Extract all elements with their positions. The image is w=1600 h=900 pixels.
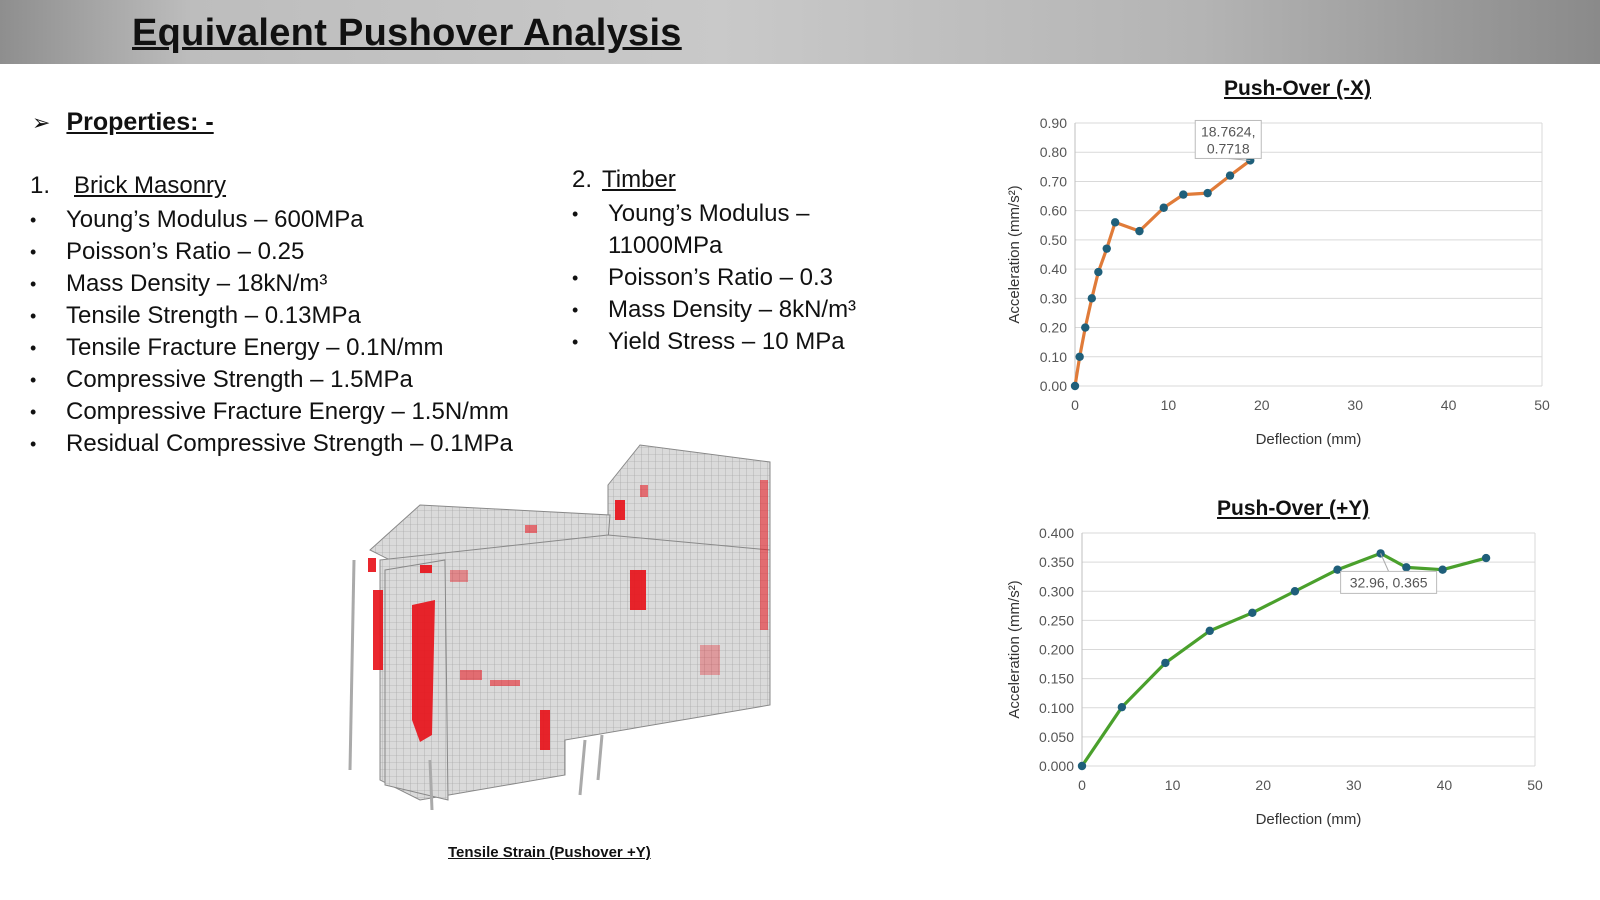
callout-label: 0.7718: [1207, 140, 1250, 156]
list-item: Poisson’s Ratio – 0.25: [30, 236, 513, 268]
data-point: [1081, 323, 1090, 332]
y-tick-label: 0.70: [1040, 173, 1067, 189]
data-point: [1077, 761, 1087, 771]
data-point: [1094, 267, 1103, 277]
list-item: Mass Density – 18kN/m³: [30, 268, 513, 300]
y-tick-label: 0.400: [1039, 525, 1074, 541]
y-tick-label: 0.150: [1039, 671, 1074, 687]
data-point: [1135, 226, 1144, 236]
property-list: Young’s Modulus – 11000MPa Poisson’s Rat…: [572, 198, 878, 358]
y-tick-label: 0.100: [1039, 700, 1074, 716]
y-tick-label: 0.250: [1039, 612, 1074, 628]
x-tick-label: 20: [1255, 777, 1271, 793]
list-item: Mass Density – 8kN/m³: [572, 294, 878, 326]
x-axis-label: Deflection (mm): [1256, 431, 1362, 448]
title-bar: Equivalent Pushover Analysis: [0, 0, 1600, 64]
pushover-y-chart: 0.000 0.050 0.100 0.150 0.200 0.250 0.300 0.350…: [1006, 525, 1543, 828]
data-point: [1102, 244, 1111, 253]
x-axis-label: Deflection (mm): [1256, 811, 1362, 828]
group-number: 2.: [572, 166, 593, 193]
data-point: [1481, 553, 1491, 563]
group-name: Brick Masonry: [74, 172, 227, 199]
y-tick-label: 0.00: [1040, 378, 1067, 394]
list-item: Compressive Strength – 1.5MPa: [30, 364, 513, 396]
data-point: [1205, 626, 1214, 636]
y-axis-label: Acceleration (mm/s²): [1006, 185, 1023, 323]
callout-label: 18.7624,: [1201, 123, 1256, 139]
pushover-x-chart: 0.00 0.10 0.20 0.30 0.40 0.50 0.60 0.70 0.80 0.90…: [1006, 115, 1550, 448]
page-title: Equivalent Pushover Analysis: [132, 12, 682, 54]
chart-title: Push-Over (-X): [1224, 77, 1372, 100]
data-point: [1225, 171, 1235, 180]
x-tick-label: 50: [1527, 777, 1543, 793]
y-tick-label: 0.000: [1039, 758, 1074, 774]
list-item: Young’s Modulus – 600MPa: [30, 204, 513, 236]
y-tick-label: 0.60: [1040, 203, 1067, 219]
list-item: Young’s Modulus – 11000MPa: [572, 198, 878, 262]
strain-patches: [368, 480, 768, 750]
properties-heading: ➢ Properties: -: [32, 108, 214, 137]
x-tick-label: 10: [1165, 777, 1181, 793]
x-tick-label: 0: [1071, 397, 1079, 413]
data-point: [1070, 381, 1080, 391]
y-tick-label: 0.90: [1040, 115, 1067, 131]
callout-box: [1194, 119, 1262, 159]
group-name: Timber: [602, 166, 676, 193]
properties-heading-label: Properties: -: [66, 108, 214, 136]
x-tick-label: 10: [1161, 397, 1177, 413]
data-callout: 18.7624,0.7718: [1194, 119, 1262, 161]
y-tick-label: 0.80: [1040, 144, 1067, 160]
x-tick-label: 50: [1534, 397, 1550, 413]
list-item: Tensile Strength – 0.13MPa: [30, 300, 513, 332]
brick-masonry-group: 1. Brick Masonry Young’s Modulus – 600MP…: [30, 172, 513, 460]
callout-leader: [1380, 553, 1390, 572]
property-list: Young’s Modulus – 600MPa Poisson’s Ratio…: [30, 204, 513, 460]
data-point: [1075, 352, 1084, 361]
data-point: [1161, 658, 1170, 668]
list-item: Yield Stress – 10 MPa: [572, 326, 878, 358]
y-axis-label: Acceleration (mm/s²): [1006, 580, 1023, 718]
fe-model-image: [348, 444, 771, 811]
y-tick-label: 0.10: [1040, 349, 1067, 365]
x-tick-label: 20: [1254, 397, 1270, 413]
data-point: [1438, 565, 1447, 574]
data-callout: 32.96, 0.365: [1340, 553, 1438, 594]
group-number: 1.: [30, 172, 51, 199]
arrow-bullet-icon: ➢: [32, 109, 51, 135]
y-tick-label: 0.30: [1040, 290, 1067, 306]
model-caption: Tensile Strain (Pushover +Y): [448, 844, 651, 861]
timber-group: 2. Timber Young’s Modulus – 11000MPa Poi…: [572, 166, 878, 358]
x-tick-label: 40: [1437, 777, 1453, 793]
x-tick-label: 30: [1347, 397, 1363, 413]
data-point: [1402, 563, 1411, 572]
data-point: [1117, 702, 1127, 712]
x-tick-label: 40: [1441, 397, 1457, 413]
y-tick-label: 0.50: [1040, 232, 1067, 248]
list-item: Residual Compressive Strength – 0.1MPa: [30, 428, 513, 460]
y-tick-label: 0.350: [1039, 554, 1074, 570]
data-point: [1290, 587, 1300, 596]
data-point: [1203, 188, 1212, 198]
y-tick-label: 0.20: [1040, 320, 1067, 336]
data-point: [1333, 565, 1342, 574]
callout-label: 32.96, 0.365: [1350, 574, 1428, 590]
x-tick-label: 30: [1346, 777, 1362, 793]
y-tick-label: 0.300: [1039, 583, 1074, 599]
data-point: [1248, 608, 1257, 618]
list-item: Tensile Fracture Energy – 0.1N/mm: [30, 332, 513, 364]
list-item: Poisson’s Ratio – 0.3: [572, 262, 878, 294]
y-tick-label: 0.40: [1040, 261, 1067, 277]
data-point: [1159, 203, 1168, 212]
chart-title: Push-Over (+Y): [1217, 497, 1370, 520]
y-tick-label: 0.200: [1039, 642, 1074, 658]
data-point: [1087, 294, 1097, 303]
callout-box: [1340, 570, 1438, 594]
list-item: Compressive Fracture Energy – 1.5N/mm: [30, 396, 513, 428]
x-tick-label: 0: [1078, 777, 1086, 793]
data-point: [1179, 190, 1188, 199]
data-point: [1110, 218, 1120, 227]
y-tick-label: 0.050: [1039, 729, 1074, 745]
